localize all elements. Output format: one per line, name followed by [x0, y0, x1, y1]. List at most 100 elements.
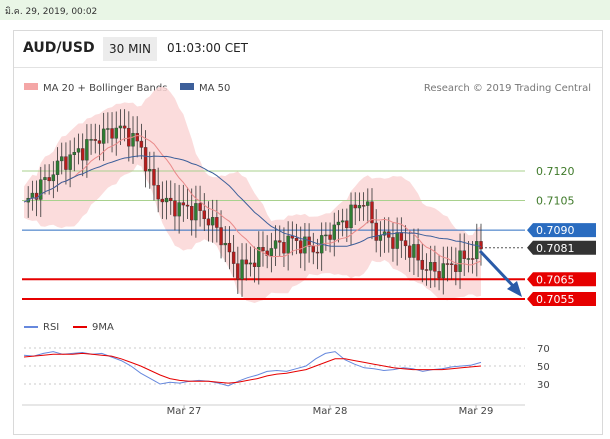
candle-body: [76, 148, 81, 153]
level-tag-text: 0.7055: [536, 293, 575, 306]
candle-body: [80, 148, 85, 161]
level-tag-0.7081: 0.7081: [527, 240, 596, 255]
x-tick-label: Mar 27: [167, 406, 202, 417]
candle-body: [210, 217, 215, 226]
candle-body: [122, 125, 127, 129]
candle-body: [470, 258, 475, 260]
candle-body: [236, 263, 240, 280]
credit-label: Research © 2019 Trading Central: [424, 83, 591, 94]
candle-body: [378, 235, 383, 241]
candle-body: [303, 236, 307, 254]
candle-body: [403, 240, 408, 247]
pair-label: AUD/USD: [23, 40, 95, 56]
candle-body: [93, 139, 97, 141]
candle-body: [177, 202, 181, 217]
time-label: 01:03:00 CET: [167, 41, 248, 55]
candle-body: [85, 139, 89, 161]
ma50-legend-label: MA 50: [199, 83, 230, 94]
candle-body: [173, 200, 177, 217]
x-tick-label: Mar 29: [459, 406, 494, 417]
candle-body: [97, 140, 102, 144]
candle-body: [152, 168, 156, 186]
candle-body: [374, 222, 378, 241]
candle-body: [219, 227, 223, 246]
candle-body: [412, 244, 416, 258]
candle-body: [223, 242, 227, 246]
candle-body: [370, 201, 374, 224]
level-tag-text: 0.7105: [536, 195, 575, 208]
candle-body: [143, 147, 148, 172]
candle-body: [357, 205, 362, 209]
x-axis: Mar 27 Mar 28 Mar 29: [167, 405, 494, 417]
moving-averages: [23, 134, 482, 266]
candle-body: [466, 258, 471, 260]
bollinger-band-area: [24, 86, 481, 304]
candle-body: [399, 232, 404, 241]
candle-body: [441, 263, 445, 279]
candle-body: [68, 154, 72, 170]
chart-header: AUD/USD 30 MIN 01:03:00 CET: [14, 31, 602, 68]
candle-body: [244, 259, 248, 265]
candle-body: [257, 247, 261, 267]
candle-body: [328, 234, 332, 240]
level-tag-0.7090: 0.7090: [527, 223, 596, 238]
candle-body: [286, 235, 290, 254]
candle-body: [240, 259, 244, 280]
level-tag-bg: [527, 240, 596, 255]
level-tags: 0.7120 0.7105 0.7090 0.7081 0.7065 0.7055: [527, 165, 596, 306]
ma50-line: [23, 155, 482, 248]
candle-body: [428, 262, 433, 271]
candle-body: [101, 128, 106, 144]
candle-body: [395, 232, 399, 249]
candle-body: [118, 125, 123, 129]
candle-body: [194, 203, 198, 221]
bb-legend-swatch: [24, 83, 38, 90]
candle-body: [114, 127, 118, 139]
level-tag-0.7120: 0.7120: [536, 165, 575, 178]
rsi-tick-label: 50: [537, 362, 550, 373]
candle-body: [231, 251, 236, 264]
candle-body: [282, 242, 286, 254]
candle-body: [43, 177, 47, 180]
candle-body: [110, 128, 114, 139]
projection-arrow: [478, 249, 522, 297]
candle-body: [437, 271, 441, 279]
candle-body: [391, 237, 395, 249]
candle-body: [148, 168, 152, 172]
candle-body: [353, 204, 357, 209]
level-tag-bg: [527, 223, 596, 238]
candle-body: [215, 217, 219, 228]
candle-body: [64, 156, 68, 170]
date-bar: มิ.ค. 29, 2019, 00:02: [0, 0, 610, 20]
rsi-tick-label: 70: [537, 344, 550, 355]
candle-body: [89, 139, 93, 141]
candle-body: [345, 220, 349, 229]
candle-body: [315, 251, 320, 254]
candle-body: [181, 202, 186, 206]
candle-body: [294, 238, 299, 241]
timeframe-button[interactable]: 30 MIN: [103, 37, 157, 61]
candle-body: [206, 218, 211, 226]
candle-body: [51, 174, 56, 182]
rsi-panel: 70 50 30: [23, 344, 550, 391]
rsi-ma-legend-label: 9MA: [92, 322, 114, 333]
candle-body: [449, 263, 454, 265]
level-tag-text: 0.7081: [536, 242, 575, 255]
date-stamp: มิ.ค. 29, 2019, 00:02: [5, 7, 98, 17]
candle-body: [387, 231, 391, 238]
candle-body: [269, 248, 274, 256]
candle-body: [160, 198, 165, 203]
level-tag-0.7105: 0.7105: [536, 195, 575, 208]
candle-body: [462, 250, 466, 259]
candle-body: [420, 259, 425, 270]
candle-body: [324, 234, 328, 237]
level-tag-text: 0.7065: [536, 273, 575, 286]
bollinger-bands: [24, 86, 481, 304]
candle-body: [190, 206, 194, 221]
x-tick-label: Mar 28: [313, 406, 348, 417]
ma20-line: [23, 134, 482, 266]
candle-body: [332, 224, 336, 240]
level-tag-text: 0.7090: [536, 224, 575, 237]
candle-body: [273, 240, 278, 249]
